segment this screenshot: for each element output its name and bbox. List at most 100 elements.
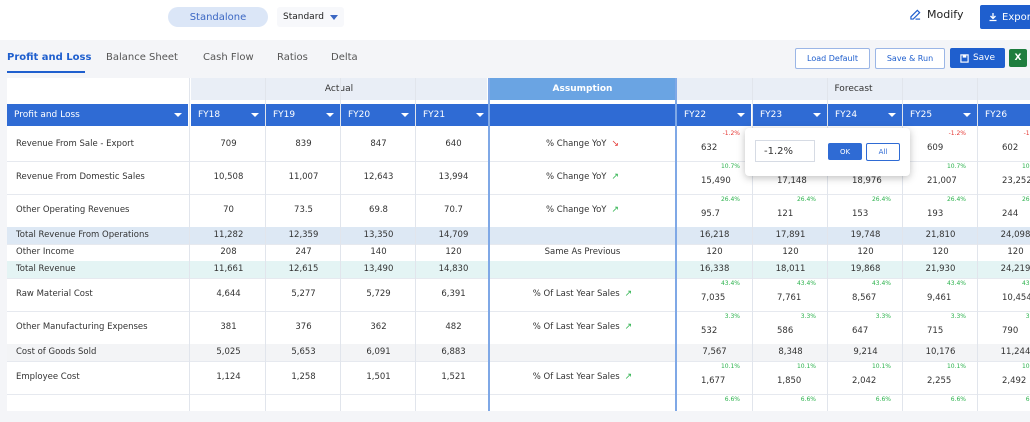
forecast-value[interactable]: 15,490 xyxy=(701,175,731,186)
forecast-cell[interactable]: 26.4% 153 xyxy=(828,194,903,227)
forecast-value[interactable]: 23,252 xyxy=(1002,175,1030,186)
standalone-toggle[interactable]: Standalone xyxy=(168,7,268,27)
forecast-cell[interactable]: 120 xyxy=(828,244,903,261)
forecast-value[interactable]: 1,850 xyxy=(777,375,802,386)
header-fy24[interactable]: FY24 xyxy=(828,104,902,126)
forecast-value[interactable]: 532 xyxy=(701,325,718,336)
forecast-value[interactable]: 95.7 xyxy=(701,208,720,219)
header-fy25[interactable]: FY25 xyxy=(903,104,977,126)
forecast-value[interactable]: 153 xyxy=(852,208,869,219)
forecast-cell[interactable]: 8,348 xyxy=(753,344,828,361)
assumption-cell[interactable]: % Of Last Year Sales ↗ xyxy=(490,322,675,332)
forecast-cell[interactable]: 21,810 xyxy=(903,227,978,244)
tab-profit-and-loss[interactable]: Profit and Loss xyxy=(7,52,92,63)
forecast-value[interactable]: 244 xyxy=(1002,208,1019,219)
forecast-cell[interactable]: 16,218 xyxy=(677,227,752,244)
forecast-cell[interactable]: 17,891 xyxy=(753,227,828,244)
forecast-value[interactable]: 21,810 xyxy=(925,229,956,240)
forecast-cell[interactable]: 10.7% 23,252 xyxy=(978,161,1030,194)
tab-balance-sheet[interactable]: Balance Sheet xyxy=(106,52,178,63)
forecast-cell[interactable]: 10.1% 1,850 xyxy=(753,361,828,394)
forecast-value[interactable]: 9,461 xyxy=(927,292,952,303)
forecast-value[interactable]: 16,338 xyxy=(699,263,730,274)
assumption-cell[interactable]: % Change YoY ↗ xyxy=(490,172,675,182)
forecast-cell[interactable]: 43.4% 7,761 xyxy=(753,278,828,311)
forecast-value[interactable]: 120 xyxy=(857,246,874,257)
forecast-value[interactable]: 120 xyxy=(1007,246,1024,257)
forecast-cell[interactable]: 3.3% 647 xyxy=(828,311,903,344)
header-fy22[interactable]: FY22 xyxy=(677,104,751,126)
save-button[interactable]: Save xyxy=(950,48,1005,68)
assumption-cell[interactable]: Same As Previous xyxy=(490,247,675,257)
forecast-cell[interactable]: 10.1% 1,677 xyxy=(677,361,752,394)
forecast-value[interactable]: 8,348 xyxy=(778,346,803,357)
forecast-value[interactable]: 10,454 xyxy=(1002,292,1030,303)
forecast-cell[interactable]: 10.1% 2,042 xyxy=(828,361,903,394)
modify-button[interactable]: Modify xyxy=(910,8,963,21)
forecast-cell[interactable]: 24,219 xyxy=(978,261,1030,278)
ok-button[interactable]: OK xyxy=(828,143,862,160)
forecast-value[interactable]: 9,214 xyxy=(853,346,878,357)
forecast-value[interactable]: 19,868 xyxy=(850,263,881,274)
forecast-value[interactable]: 11,244 xyxy=(1000,346,1030,357)
assumption-cell[interactable]: % Of Last Year Sales ↗ xyxy=(490,289,675,299)
forecast-value[interactable]: 19,748 xyxy=(850,229,881,240)
forecast-value[interactable]: 7,567 xyxy=(702,346,727,357)
forecast-value[interactable]: 7,035 xyxy=(701,292,726,303)
forecast-cell[interactable]: 10.7% 15,490 xyxy=(677,161,752,194)
forecast-value[interactable]: 17,148 xyxy=(777,175,807,186)
tab-ratios[interactable]: Ratios xyxy=(277,52,308,63)
forecast-value[interactable]: 715 xyxy=(927,325,944,336)
header-fy19[interactable]: FY19 xyxy=(266,104,340,126)
forecast-value[interactable]: 18,011 xyxy=(775,263,806,274)
forecast-cell[interactable]: 3.3% 790 xyxy=(978,311,1030,344)
assumption-cell[interactable]: % Change YoY ↘ xyxy=(490,139,675,149)
forecast-value[interactable]: 121 xyxy=(777,208,794,219)
forecast-cell[interactable]: 10,176 xyxy=(903,344,978,361)
forecast-cell[interactable]: 6.6% xyxy=(753,394,828,411)
forecast-value[interactable]: 21,007 xyxy=(927,175,957,186)
forecast-cell[interactable]: 120 xyxy=(677,244,752,261)
standard-select[interactable]: Standard xyxy=(277,7,344,27)
forecast-value[interactable]: 17,891 xyxy=(775,229,806,240)
forecast-value[interactable]: 21,930 xyxy=(925,263,956,274)
forecast-cell[interactable]: -1.2% 609 xyxy=(903,128,978,161)
forecast-value[interactable]: 2,255 xyxy=(927,375,952,386)
forecast-cell[interactable]: 18,011 xyxy=(753,261,828,278)
save-run-button[interactable]: Save & Run xyxy=(875,48,945,69)
forecast-cell[interactable]: 26.4% 121 xyxy=(753,194,828,227)
forecast-cell[interactable]: 43.4% 10,454 xyxy=(978,278,1030,311)
header-fy26[interactable]: FY26 xyxy=(978,104,1030,126)
forecast-value[interactable]: 1,677 xyxy=(701,375,726,386)
assumption-cell[interactable]: % Change YoY ↗ xyxy=(490,205,675,215)
forecast-value[interactable]: 10,176 xyxy=(925,346,956,357)
forecast-cell[interactable]: 43.4% 8,567 xyxy=(828,278,903,311)
forecast-cell[interactable]: 6.6% xyxy=(828,394,903,411)
forecast-value[interactable]: 8,567 xyxy=(852,292,877,303)
excel-icon[interactable]: X xyxy=(1009,49,1027,67)
forecast-value[interactable]: 120 xyxy=(782,246,799,257)
header-profit-and-loss[interactable]: Profit and Loss xyxy=(7,104,188,126)
forecast-value[interactable]: 120 xyxy=(706,246,723,257)
forecast-cell[interactable]: 10.1% 2,492 xyxy=(978,361,1030,394)
tab-delta[interactable]: Delta xyxy=(331,52,358,63)
forecast-value[interactable]: 602 xyxy=(1002,142,1019,153)
forecast-cell[interactable]: 26.4%244 xyxy=(978,194,1030,227)
forecast-value[interactable]: 790 xyxy=(1002,325,1019,336)
forecast-value[interactable]: 193 xyxy=(927,208,944,219)
forecast-cell[interactable]: 6.6% xyxy=(903,394,978,411)
forecast-value[interactable]: 609 xyxy=(927,142,944,153)
forecast-cell[interactable]: 26.4% 193 xyxy=(903,194,978,227)
forecast-cell[interactable]: 7,567 xyxy=(677,344,752,361)
forecast-value[interactable]: 2,042 xyxy=(852,375,877,386)
export-button[interactable]: Export xyxy=(980,5,1030,29)
forecast-value[interactable]: 632 xyxy=(701,142,718,153)
forecast-value[interactable]: 24,098 xyxy=(1000,229,1030,240)
forecast-value[interactable]: 7,761 xyxy=(777,292,802,303)
forecast-cell[interactable]: 17,148 xyxy=(753,161,828,194)
forecast-cell[interactable]: 18,976 xyxy=(828,161,903,194)
forecast-cell[interactable]: 11,244 xyxy=(978,344,1030,361)
tab-cash-flow[interactable]: Cash Flow xyxy=(203,52,254,63)
forecast-cell[interactable]: 3.3% 715 xyxy=(903,311,978,344)
forecast-value[interactable]: 647 xyxy=(852,325,869,336)
